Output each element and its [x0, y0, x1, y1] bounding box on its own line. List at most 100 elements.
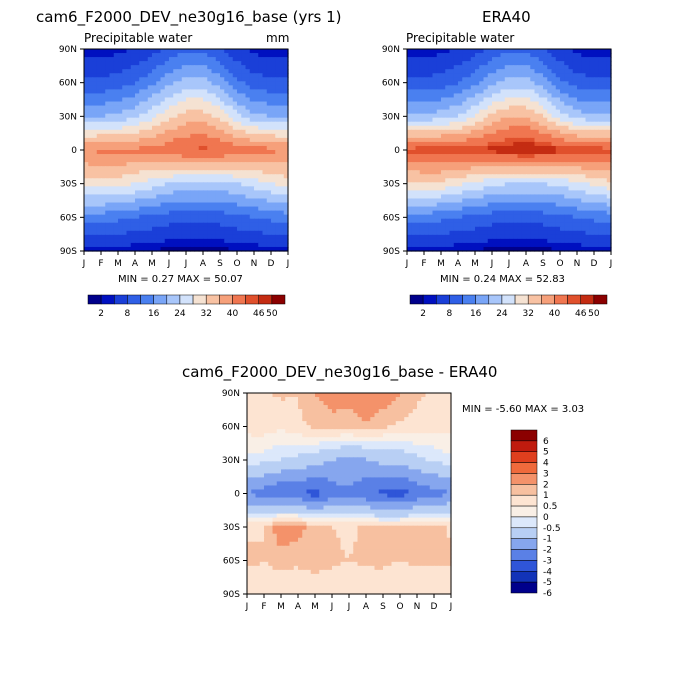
left-plot-cell — [254, 150, 259, 155]
left-plot-cell — [118, 97, 123, 103]
diff-plot-cell — [327, 397, 333, 402]
right-plot-cell — [526, 182, 531, 187]
right-plot-cell — [466, 117, 472, 123]
right-plot-cell — [445, 125, 451, 131]
right-plot-cell — [551, 121, 557, 127]
right-plot-cell — [560, 174, 565, 179]
right-plot-cell — [581, 129, 587, 135]
left-plot-cell — [169, 89, 174, 95]
left-plot-cell — [207, 121, 213, 127]
right-plot-cell — [534, 117, 540, 123]
right-plot-cell — [564, 57, 570, 62]
left-plot-cell — [173, 218, 179, 224]
left-plot-cell — [143, 85, 149, 90]
left-plot-cell — [105, 186, 111, 191]
left-plot-cell — [220, 85, 225, 90]
left-plot-cell — [211, 214, 217, 220]
left-plot-cell — [109, 170, 115, 175]
right-plot-cell — [564, 170, 570, 175]
left-plot-cell — [105, 194, 111, 200]
right-plot-cell — [424, 182, 429, 187]
right-plot-cell — [598, 49, 604, 54]
right-plot-cell — [483, 186, 489, 191]
left-plot-cell — [241, 145, 247, 151]
right-plot-cell — [509, 234, 514, 240]
left-plot-cell — [254, 121, 259, 127]
right-plot-cell — [585, 85, 591, 90]
right-plot-cell — [419, 198, 425, 204]
right-plot-cell — [441, 218, 446, 224]
left-plot-cell — [143, 121, 149, 127]
right-plot-cell — [538, 150, 544, 155]
right-plot-cell — [572, 129, 578, 135]
right-plot-cell — [564, 186, 570, 191]
right-plot-cell — [564, 101, 570, 107]
left-plot-cell — [207, 182, 213, 187]
right-plot-cell — [462, 121, 468, 127]
left-plot-cell — [198, 166, 204, 171]
right-plot-cell — [555, 101, 561, 107]
left-plot-cell — [135, 145, 140, 151]
left-plot-cell — [160, 53, 166, 58]
left-plot-cell — [96, 145, 102, 151]
right-plot-cell — [564, 214, 570, 220]
right-plot-cell — [560, 121, 565, 127]
right-plot-cell — [509, 150, 514, 155]
left-plot-cell — [203, 125, 208, 131]
right-plot-cell — [543, 182, 548, 187]
left-plot-cell — [190, 129, 196, 135]
right-plot-cell — [534, 101, 540, 107]
left-plot-cell — [194, 69, 200, 74]
right-plot-cell — [543, 137, 548, 143]
left-plot-cell — [109, 194, 115, 200]
left-plot-cell — [160, 154, 166, 159]
left-plot-cell — [283, 210, 289, 216]
left-plot-cell — [262, 57, 268, 62]
diff-plot-cell — [276, 397, 282, 402]
right-plot-cell — [441, 81, 446, 86]
right-plot-cell — [543, 133, 548, 139]
right-plot-cell — [594, 154, 599, 159]
left-plot-cell — [135, 85, 140, 90]
right-plot-cell — [445, 117, 451, 123]
right-plot-cell — [602, 57, 608, 62]
left-plot-cell — [228, 234, 234, 240]
right-plot-cell — [445, 73, 451, 78]
left-plot-cell — [147, 101, 153, 107]
right-plot-cell — [458, 97, 463, 103]
right-plot-cell — [534, 125, 540, 131]
left-plot-cell — [156, 198, 162, 204]
right-plot-cell — [526, 129, 531, 135]
right-plot-cell — [526, 133, 531, 139]
right-plot-cell — [415, 93, 421, 99]
left-plot-cell — [271, 206, 276, 212]
left-plot-cell — [215, 137, 221, 143]
right-plot-cell — [475, 73, 480, 78]
left-plot-cell — [245, 105, 251, 111]
right-plot-cell — [585, 69, 591, 74]
right-plot-cell — [504, 81, 510, 86]
left-plot-cell — [190, 145, 196, 151]
right-plot-cell — [577, 222, 582, 228]
left-plot-cell — [232, 125, 238, 131]
left-plot-cell — [279, 97, 285, 103]
right-plot-cell — [555, 57, 561, 62]
right-plot-cell — [466, 202, 472, 208]
right-plot-cell — [585, 170, 591, 175]
right-plot-cell — [509, 129, 514, 135]
right-plot-cell — [496, 170, 502, 175]
right-plot-cell — [470, 85, 476, 90]
left-plot-cell — [203, 150, 208, 155]
left-plot-cell — [177, 218, 183, 224]
right-plot-cell — [500, 234, 506, 240]
right-plot-cell — [445, 190, 451, 196]
right-plot-cell — [534, 186, 540, 191]
right-plot-cell — [560, 178, 565, 183]
left-plot-cell — [279, 141, 285, 147]
left-plot-cell — [147, 89, 153, 95]
right-plot-cell — [517, 174, 523, 179]
left-plot-cell — [169, 226, 174, 232]
left-plot-cell — [186, 162, 191, 167]
left-plot-cell — [194, 154, 200, 159]
left-plot-cell — [249, 125, 255, 131]
